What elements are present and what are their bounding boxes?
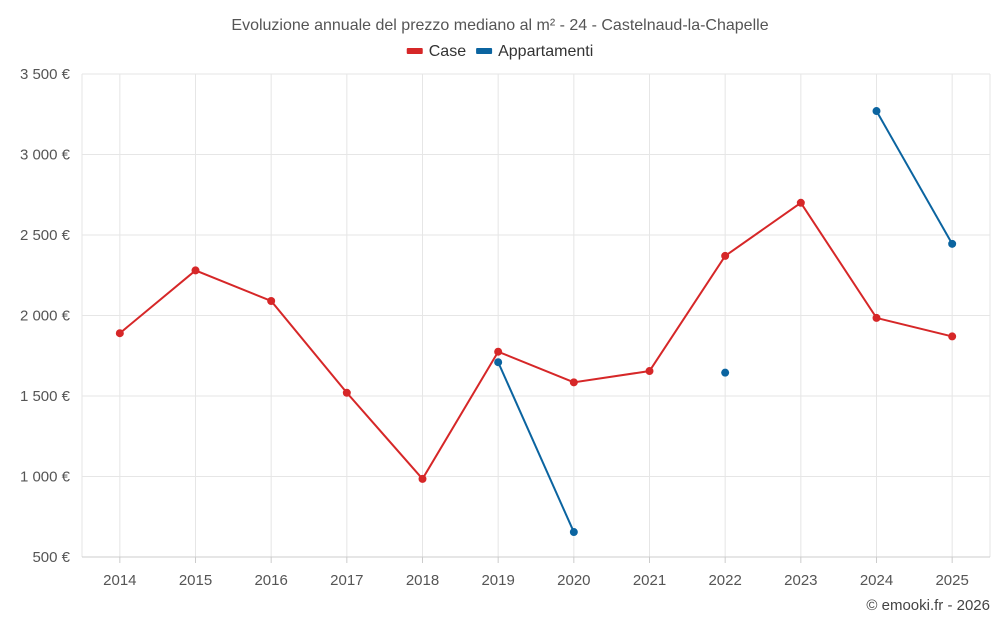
legend-label: Case [429,43,466,60]
data-point[interactable] [191,266,200,275]
x-tick-label: 2024 [860,572,893,589]
data-point[interactable] [569,378,578,387]
x-tick-label: 2025 [935,572,968,589]
legend-swatch [476,48,493,54]
legend-item-case[interactable]: Case [406,43,466,60]
data-point[interactable] [342,388,351,397]
credit: © emooki.fr - 2026 [866,597,990,614]
series-line [875,110,954,245]
x-tick-label: 2014 [103,572,136,589]
y-tick-label: 3 500 € [20,66,71,83]
legend-item-appartamenti[interactable]: Appartamenti [476,43,593,60]
series-appartamenti [494,107,957,537]
data-point[interactable] [494,347,503,356]
x-tick-label: 2022 [708,572,741,589]
y-tick-label: 2 500 € [20,227,71,244]
y-tick-label: 3 000 € [20,147,71,164]
data-point[interactable] [872,313,881,322]
y-axis: 500 € 1 000 € 1 500 € 2 000 € 2 500 € 3 000 €… [20,66,71,566]
x-tick-label: 2015 [179,572,212,589]
data-point[interactable] [872,107,881,116]
legend-swatch [406,48,423,54]
data-point[interactable] [645,367,654,376]
data-point[interactable] [494,358,503,367]
x-tick-label: 2017 [330,572,363,589]
data-point[interactable] [721,368,730,377]
x-axis: 2014 2015 2016 2017 2018 2019 2020 2021 2022 2023… [82,556,990,589]
data-point[interactable] [418,474,427,483]
data-point[interactable] [721,251,730,260]
data-point[interactable] [267,297,276,306]
series-case [115,198,957,483]
legend: Case Appartamenti [406,43,593,60]
grid [81,73,991,558]
series-line [497,361,575,533]
data-point[interactable] [948,332,957,341]
y-tick-label: 1 500 € [20,388,71,405]
chart-title: Evoluzione annuale del prezzo mediano al… [231,17,768,34]
series-group [115,107,957,537]
x-tick-label: 2021 [633,572,666,589]
data-point[interactable] [115,329,124,338]
y-tick-label: 2 000 € [20,308,71,325]
legend-label: Appartamenti [498,43,593,60]
series-line [119,201,953,481]
x-tick-label: 2023 [784,572,817,589]
data-point[interactable] [948,239,957,248]
y-tick-label: 500 € [32,549,70,566]
data-point[interactable] [569,528,578,537]
x-tick-label: 2019 [481,572,514,589]
x-tick-label: 2020 [557,572,590,589]
y-tick-label: 1 000 € [20,469,71,486]
x-tick-label: 2016 [254,572,287,589]
data-point[interactable] [796,198,805,207]
x-tick-label: 2018 [406,572,439,589]
